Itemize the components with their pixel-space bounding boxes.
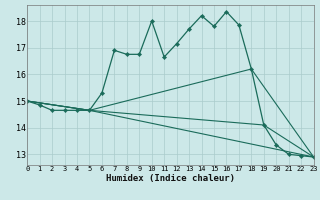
- X-axis label: Humidex (Indice chaleur): Humidex (Indice chaleur): [106, 174, 235, 183]
